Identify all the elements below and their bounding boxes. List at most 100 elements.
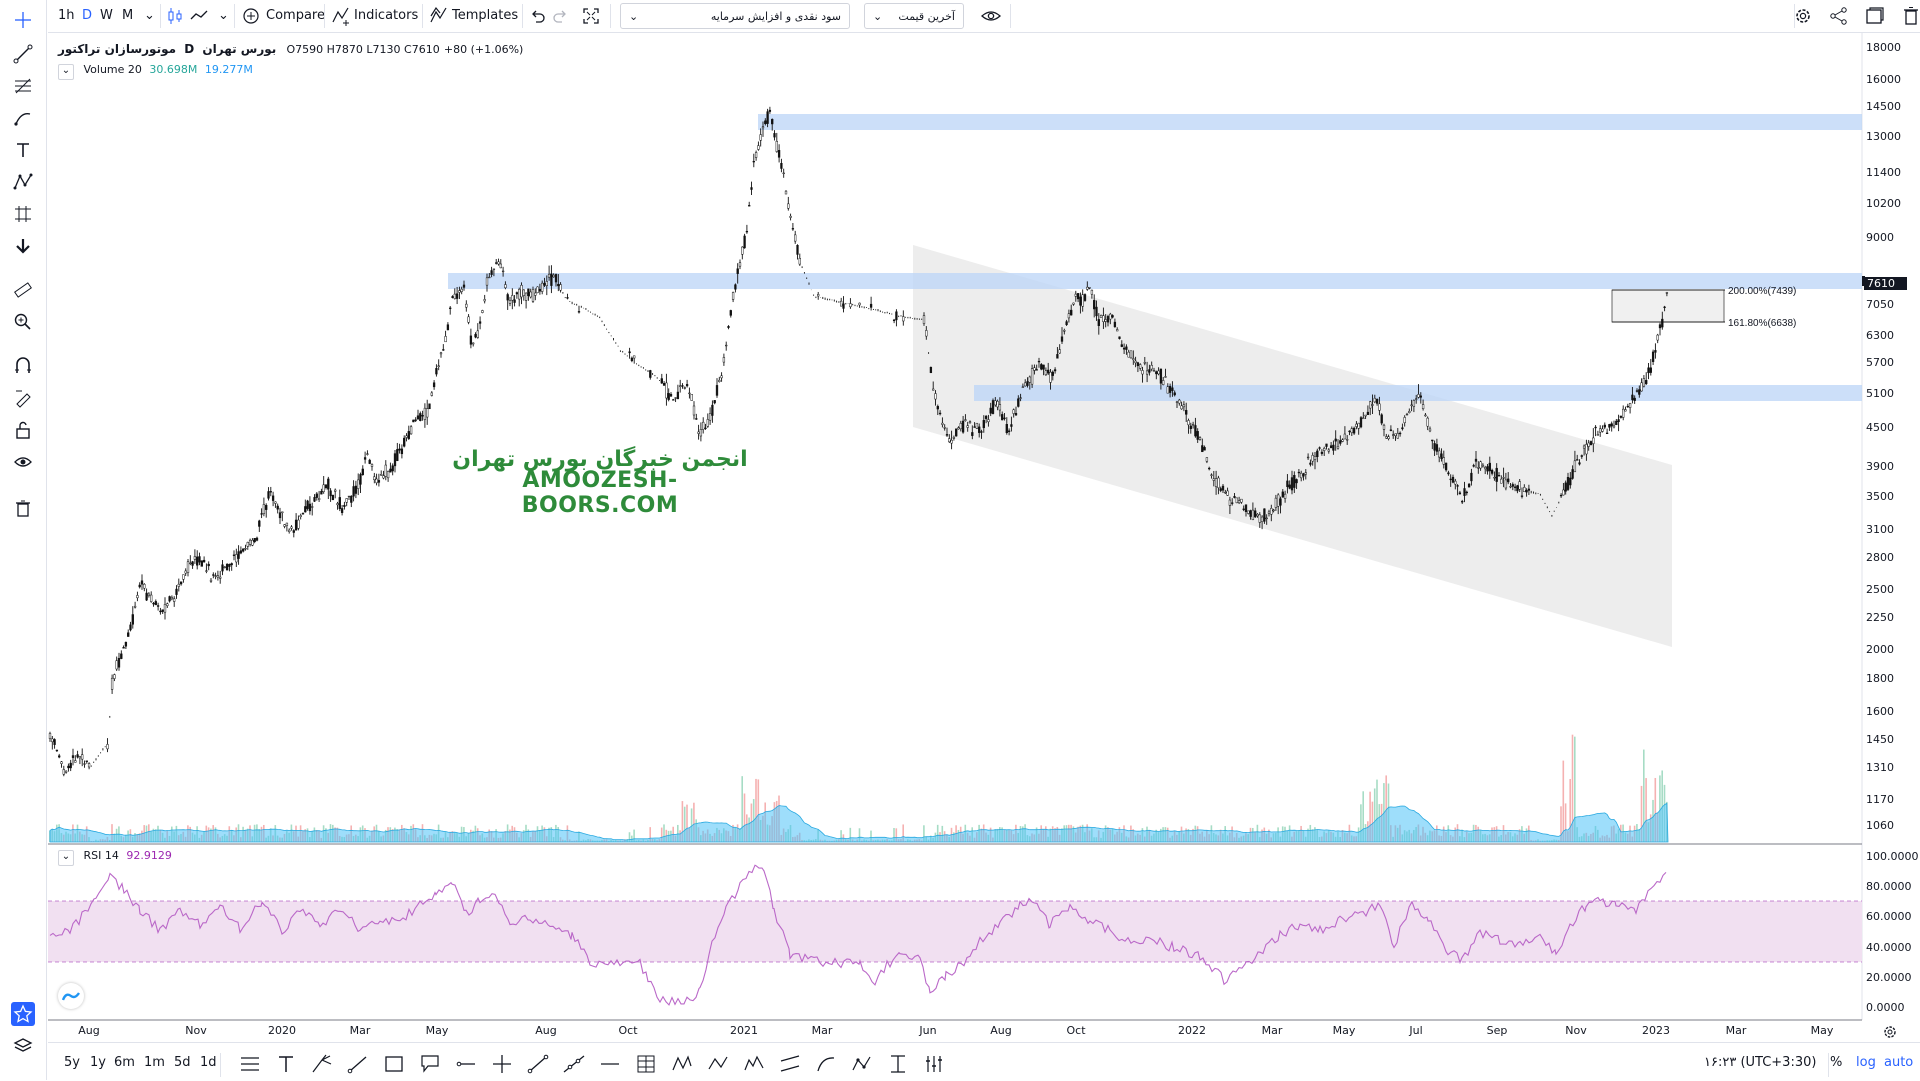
volume-bar [932,837,934,842]
volume-bar [1482,834,1484,842]
trash-icon[interactable] [11,496,35,520]
horizontal-line-tool-icon[interactable] [598,1052,622,1076]
cross-tool-icon[interactable] [490,1052,514,1076]
time-tick-label: 2023 [1642,1024,1670,1037]
rectangle-tool-icon[interactable] [382,1052,406,1076]
templates-icon[interactable] [430,4,448,28]
trend-angle-tool-icon[interactable] [526,1052,550,1076]
line-style-icon[interactable] [190,4,208,28]
volume-bar [539,830,541,842]
indicators-icon[interactable] [332,4,350,28]
indicators-button[interactable]: Indicators [354,8,419,23]
fullscreen-icon[interactable] [582,4,600,28]
range-5d[interactable]: 5d [174,1055,191,1070]
interval-chevron-down-icon[interactable]: ⌄ [144,8,155,23]
volume-bar [1201,831,1203,842]
xabcd-pattern-tool-icon[interactable] [670,1052,694,1076]
volume-collapse-chevron-icon[interactable]: ⌄ [58,64,74,80]
clock-timezone[interactable]: ۱۶:۲۳ (UTC+3:30) [1704,1055,1817,1070]
volume-bar [1224,826,1226,842]
candle-body [752,160,755,163]
volume-bar [1254,831,1256,842]
range-6m[interactable]: 6m [114,1055,135,1070]
price-tick-label: 2000 [1866,643,1894,656]
horizontal-ray-tool-icon[interactable] [454,1052,478,1076]
zoom-in-icon[interactable] [11,310,35,334]
range-1d[interactable]: 1d [200,1055,217,1070]
percent-scale-toggle[interactable]: % [1830,1055,1843,1070]
fib-channel-tool-icon[interactable] [634,1052,658,1076]
style-chevron-down-icon[interactable]: ⌄ [218,8,229,23]
date-range-tool-icon[interactable] [886,1052,910,1076]
favorites-star-icon[interactable] [11,1002,35,1026]
layers-icon[interactable] [11,1034,35,1058]
extended-line-tool-icon[interactable] [562,1052,586,1076]
volume-bar [808,839,810,842]
candle-body [1283,493,1287,499]
crosshair-icon[interactable] [11,8,35,32]
eye-icon[interactable] [11,450,35,474]
polyline-tool-icon[interactable] [850,1052,874,1076]
horizontal-lines-tool-icon[interactable] [238,1052,262,1076]
interval-d[interactable]: D [82,8,93,23]
range-5y[interactable]: 5y [64,1055,80,1070]
undo-icon[interactable] [528,4,546,28]
fib-retracement-icon[interactable] [11,74,35,98]
volume-bar [1659,775,1661,842]
magnet-icon[interactable] [11,354,35,378]
volume-bar [187,825,189,842]
callout-tool-icon[interactable] [418,1052,442,1076]
lock-icon[interactable] [11,418,35,442]
compare-plus-icon[interactable] [242,4,260,28]
templates-button[interactable]: Templates [452,8,519,23]
share-icon[interactable] [1828,4,1850,28]
log-scale-toggle[interactable]: log [1856,1055,1876,1070]
range-1y[interactable]: 1y [90,1055,106,1070]
prediction-icon[interactable] [11,202,35,226]
candle-body [1605,432,1609,435]
text-icon[interactable] [11,138,35,162]
volume-bar [1123,825,1125,842]
elliott-wave-tool-icon[interactable] [742,1052,766,1076]
tradingview-logo[interactable] [58,983,84,1009]
interval-1h[interactable]: 1h [58,8,75,23]
remove-trash-icon[interactable] [1900,4,1920,28]
auto-scale-toggle[interactable]: auto [1884,1055,1914,1070]
trend-line-icon[interactable] [11,42,35,66]
settings-gear-icon[interactable] [1792,4,1814,28]
study-dropdown[interactable]: سود نقدی و افزایش سرمایه ⌄ [620,3,850,29]
volume-bar [435,834,438,842]
interval-w[interactable]: W [100,8,113,23]
volume-bar [129,829,132,842]
ray-tool-icon[interactable] [346,1052,370,1076]
ruler-icon[interactable] [11,278,35,302]
abcd-pattern-tool-icon[interactable] [706,1052,730,1076]
brush-icon[interactable] [11,106,35,130]
volume-bar [134,833,136,842]
candle-body [1566,477,1570,490]
volume-bar [690,808,693,842]
candle-body [350,495,353,503]
arrow-down-icon[interactable] [11,234,35,258]
interval-m[interactable]: M [122,8,134,23]
rsi-collapse-chevron-icon[interactable]: ⌄ [58,850,74,866]
path-tool-icon[interactable] [814,1052,838,1076]
visibility-eye-icon[interactable] [980,4,1002,28]
compare-button[interactable]: Compare [266,8,325,23]
axis-settings-gear-icon[interactable] [1882,1024,1898,1040]
pitchfork-tool-icon[interactable] [310,1052,334,1076]
text-tool-icon[interactable] [274,1052,298,1076]
price-range-tool-icon[interactable] [922,1052,946,1076]
snapshot-icon[interactable] [1864,4,1886,28]
price-source-dropdown[interactable]: آخرین قیمت ⌄ [864,3,964,29]
redo-icon[interactable] [552,4,570,28]
range-1m[interactable]: 1m [144,1055,165,1070]
candle-body [1306,456,1310,459]
volume-bar [1240,836,1243,842]
pattern-icon[interactable] [11,170,35,194]
stay-drawing-icon[interactable] [11,386,35,410]
volume-bar [1252,827,1254,842]
parallel-channel-tool-icon[interactable] [778,1052,802,1076]
candles-style-icon[interactable] [166,4,184,28]
